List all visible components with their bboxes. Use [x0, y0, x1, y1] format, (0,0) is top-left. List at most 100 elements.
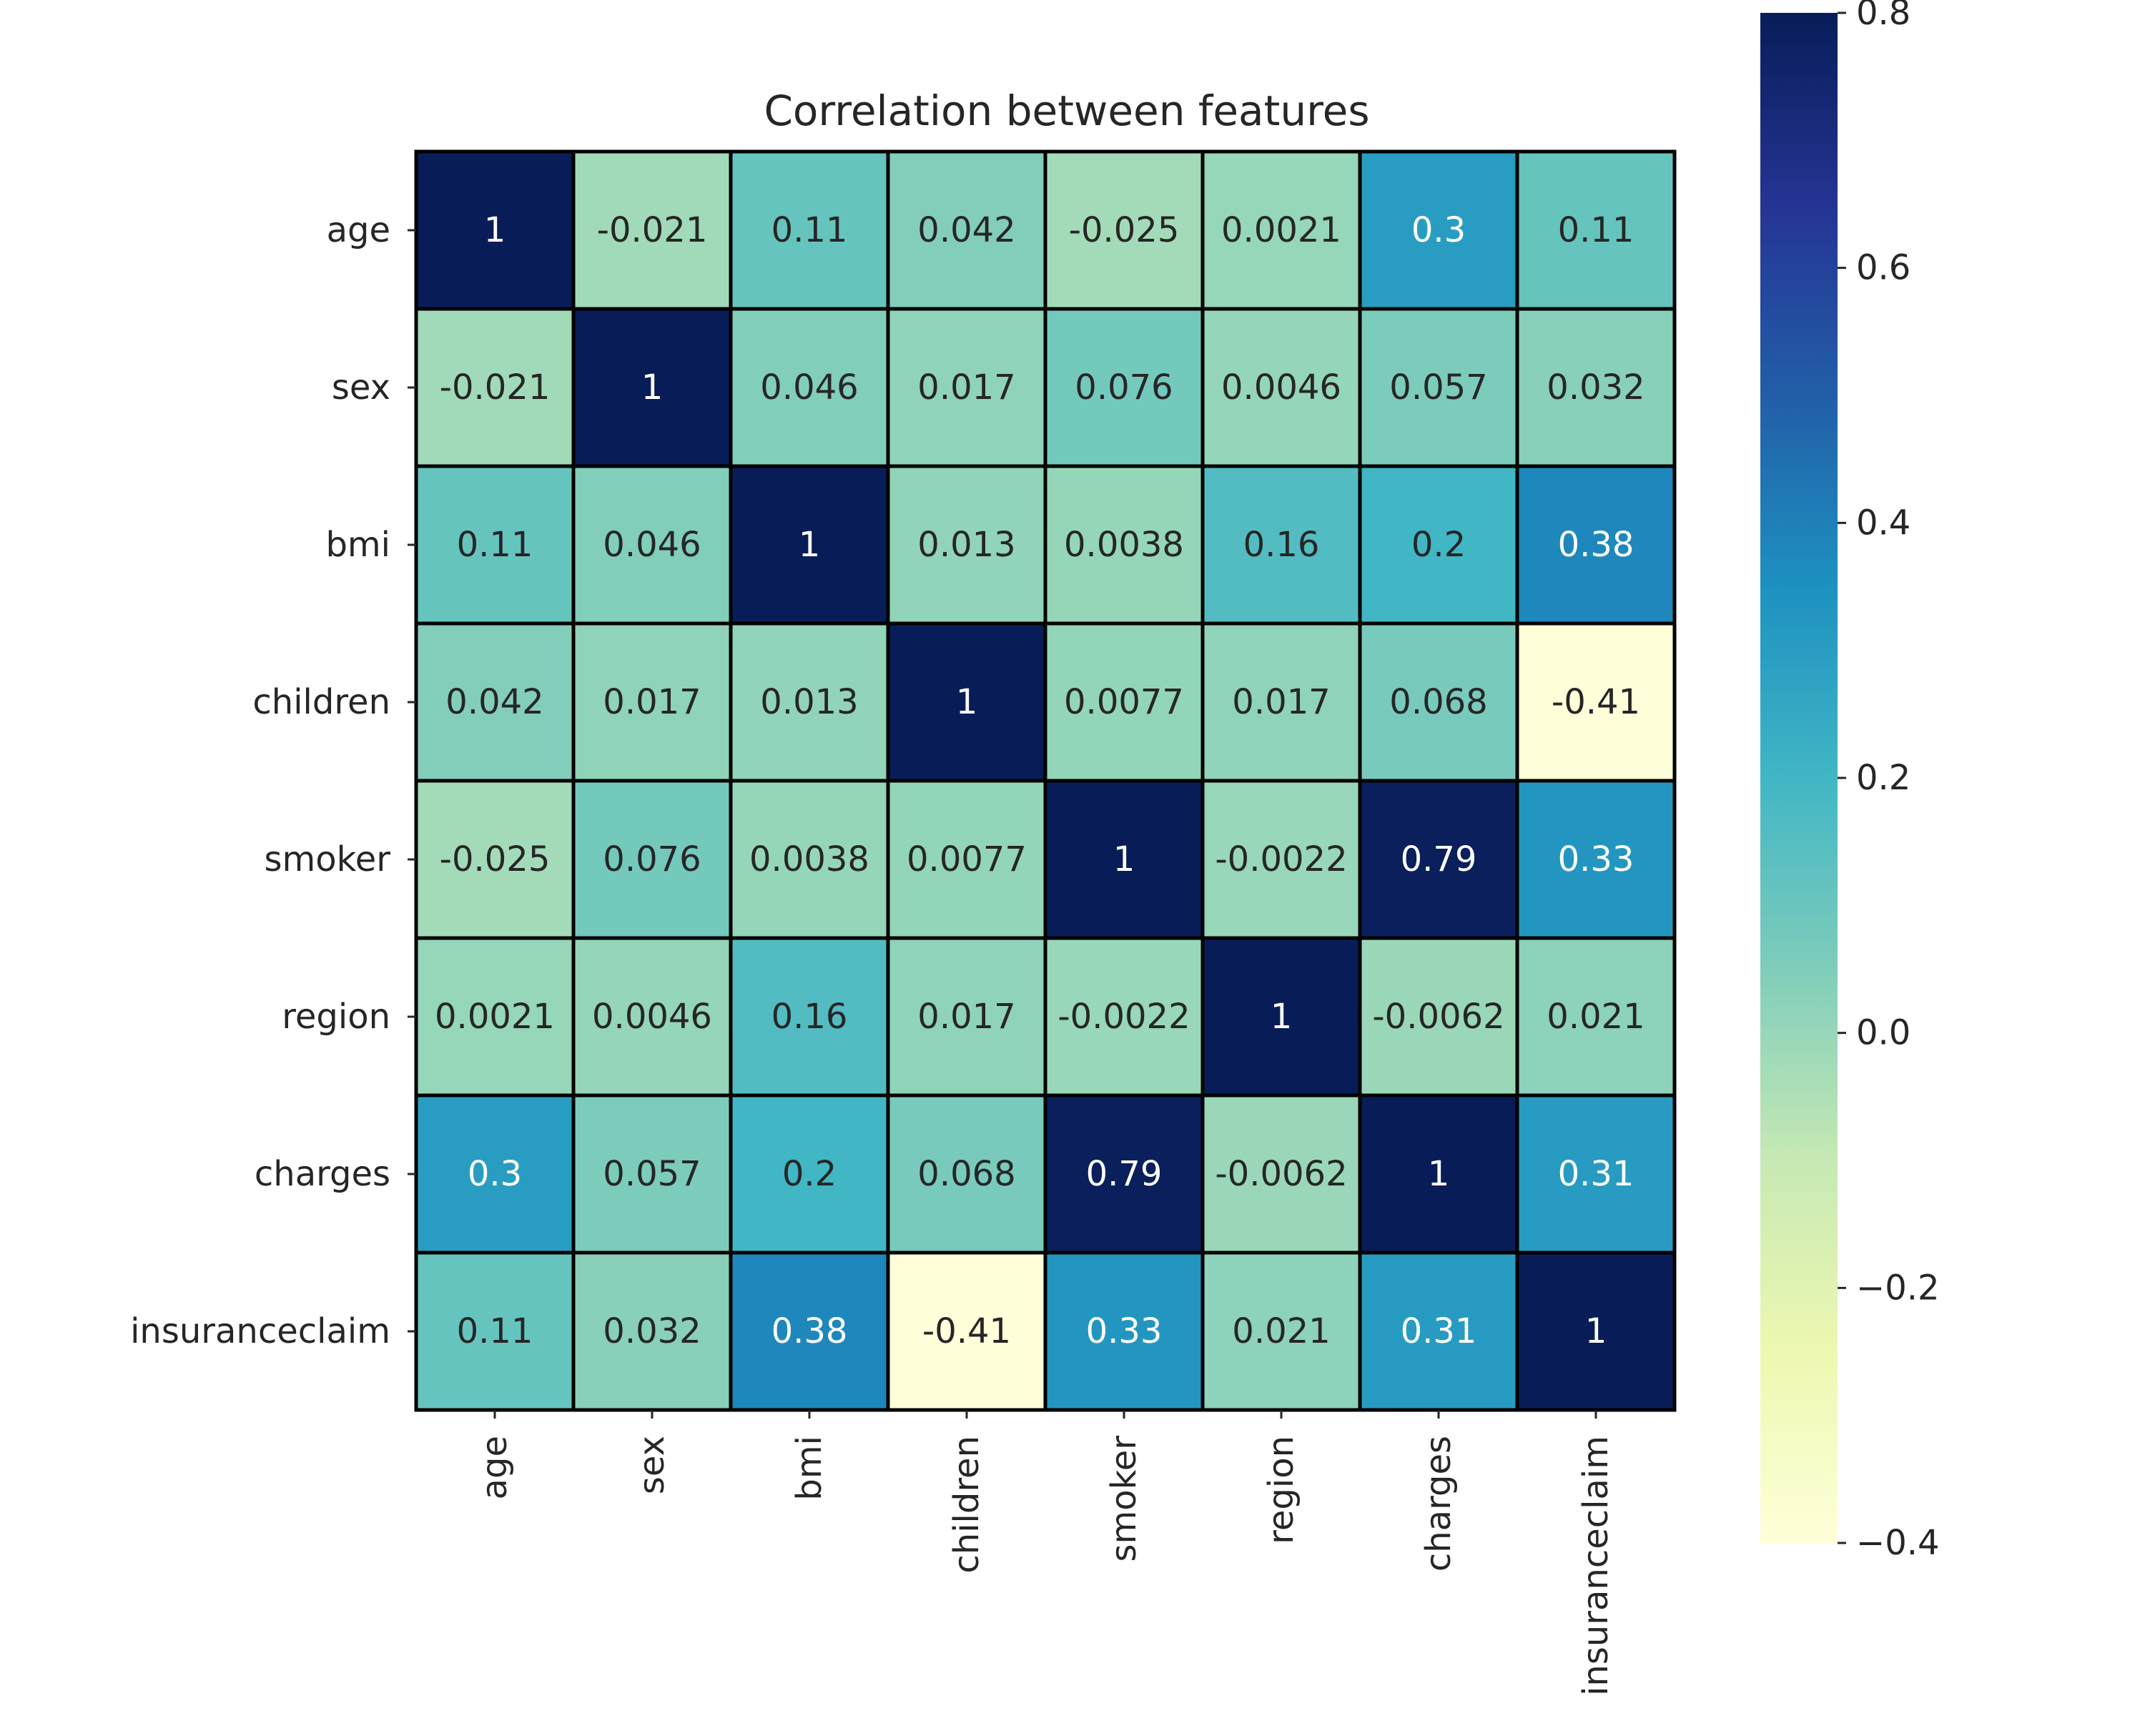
cell-value-label: -0.41	[1552, 682, 1640, 722]
x-axis: age sex bmi children smoker region charges insu…	[475, 1410, 1616, 1696]
heatmap-cell-children-smoker	[1043, 621, 1205, 783]
y-tick-label-children: children	[252, 682, 390, 722]
x-tick-label-region: region	[1261, 1436, 1301, 1544]
heatmap-cell-children-children	[886, 621, 1047, 783]
heatmap-cell-insuranceclaim-smoker	[1043, 1251, 1205, 1412]
heatmap-cell-charges-smoker	[1043, 1093, 1205, 1255]
heatmap-cell-age-sex	[571, 149, 733, 311]
heatmap-cell-smoker-children	[886, 779, 1047, 940]
cell-value-label: 0.076	[603, 839, 701, 879]
y-tick-label-sex: sex	[332, 368, 390, 408]
heatmap-cell-region-insuranceclaim	[1515, 936, 1677, 1098]
colorbar-ticks: 0.8 0.6 0.4 0.2 0.0 −0.2 −0.4	[1838, 0, 1940, 1563]
cell-value-label: -0.0022	[1215, 839, 1347, 879]
cell-value-label: 0.0021	[435, 997, 555, 1037]
heatmap-cell-charges-sex	[571, 1093, 733, 1255]
heatmap-cell-charges-bmi	[729, 1093, 890, 1255]
cell-value-label: 0.0046	[1221, 368, 1341, 408]
cell-value-label: 0.11	[457, 525, 533, 565]
cell-value-label: 1	[484, 210, 506, 250]
colorbar: 0.8 0.6 0.4 0.2 0.0 −0.2 −0.4	[1760, 0, 1940, 1563]
heatmap-cell-smoker-smoker	[1043, 779, 1205, 940]
heatmap-cell-sex-region	[1200, 307, 1362, 468]
heatmap-cell-insuranceclaim-bmi	[729, 1251, 890, 1412]
cell-value-label: -0.021	[597, 210, 708, 250]
cell-value-label: 0.16	[1243, 525, 1320, 565]
y-tick-label-smoker: smoker	[265, 839, 391, 879]
cell-value-label: 0.11	[457, 1311, 533, 1351]
cell-value-label: 0.042	[917, 210, 1015, 250]
cell-value-label: 0.38	[771, 1311, 848, 1351]
cell-value-label: 1	[1271, 997, 1293, 1037]
cell-value-label: 0.79	[1086, 1154, 1163, 1194]
cell-value-label: 0.0077	[1064, 682, 1184, 722]
heatmap-cell-region-smoker	[1043, 936, 1205, 1098]
heatmap-cell-charges-charges	[1358, 1093, 1519, 1255]
cell-value-label: 0.068	[1389, 682, 1487, 722]
cell-value-label: 0.2	[1411, 525, 1466, 565]
heatmap-cell-age-age	[414, 149, 576, 311]
heatmap-cell-bmi-children	[886, 464, 1047, 626]
heatmap-cells	[414, 149, 1677, 1412]
cell-value-label: -0.025	[440, 839, 551, 879]
heatmap-cell-sex-insuranceclaim	[1515, 307, 1677, 468]
cell-value-label: -0.41	[922, 1311, 1011, 1351]
cell-value-label: 0.2	[782, 1154, 837, 1194]
heatmap-cell-smoker-charges	[1358, 779, 1519, 940]
heatmap-cell-charges-region	[1200, 1093, 1362, 1255]
cell-value-label: 0.0077	[907, 839, 1027, 879]
y-tick-label-bmi: bmi	[325, 525, 390, 565]
x-tick-label-sex: sex	[632, 1436, 672, 1494]
x-tick-label-bmi: bmi	[789, 1436, 829, 1501]
cell-value-label: 0.042	[445, 682, 543, 722]
colorbar-tick-label: −0.2	[1856, 1268, 1940, 1308]
heatmap-cell-bmi-bmi	[729, 464, 890, 626]
heatmap-cell-bmi-charges	[1358, 464, 1519, 626]
cell-value-label: 1	[1585, 1311, 1607, 1351]
heatmap-cell-insuranceclaim-insuranceclaim	[1515, 1251, 1677, 1412]
cell-value-label: 0.032	[603, 1311, 701, 1351]
cell-value-label: 0.013	[917, 525, 1015, 565]
heatmap-cell-region-bmi	[729, 936, 890, 1098]
y-tick-label-age: age	[327, 210, 390, 250]
cell-value-label: -0.0062	[1215, 1154, 1347, 1194]
x-tick-label-children: children	[947, 1436, 987, 1574]
cell-value-label: 0.33	[1558, 839, 1634, 879]
heatmap-cell-bmi-insuranceclaim	[1515, 464, 1677, 626]
cell-value-label: 0.076	[1075, 368, 1173, 408]
cell-value-label: 0.021	[1232, 1311, 1330, 1351]
heatmap-cell-children-charges	[1358, 621, 1519, 783]
cell-value-label: 1	[1113, 839, 1135, 879]
cell-value-label: 0.068	[917, 1154, 1015, 1194]
x-tick-label-smoker: smoker	[1104, 1436, 1144, 1562]
cell-value-label: 0.0046	[592, 997, 712, 1037]
cell-value-label: 0.046	[603, 525, 701, 565]
y-axis: age sex bmi children smoker region charges insu…	[130, 210, 416, 1351]
x-tick-label-insuranceclaim: insuranceclaim	[1576, 1436, 1616, 1696]
cell-value-label: 0.11	[1558, 210, 1634, 250]
cell-value-label: 0.33	[1086, 1311, 1163, 1351]
y-tick-label-insuranceclaim: insuranceclaim	[130, 1311, 390, 1351]
cell-value-label: 1	[799, 525, 821, 565]
cell-value-label: 0.0038	[749, 839, 869, 879]
heatmap-cell-region-charges	[1358, 936, 1519, 1098]
y-tick-label-charges: charges	[255, 1154, 390, 1194]
heatmap-cell-age-insuranceclaim	[1515, 149, 1677, 311]
cell-value-label: 0.017	[1232, 682, 1330, 722]
colorbar-tick-label: −0.4	[1856, 1523, 1940, 1563]
cell-value-label: 0.79	[1401, 839, 1477, 879]
cell-value-label: 0.0021	[1221, 210, 1341, 250]
heatmap-cell-region-sex	[571, 936, 733, 1098]
cell-value-label: -0.025	[1069, 210, 1180, 250]
heatmap-cell-charges-insuranceclaim	[1515, 1093, 1677, 1255]
cell-value-label: 0.032	[1547, 368, 1644, 408]
colorbar-tick-label: 0.4	[1856, 503, 1910, 543]
x-tick-label-age: age	[475, 1436, 515, 1499]
colorbar-tick-label: 0.0	[1856, 1013, 1910, 1053]
cell-value-label: 0.017	[917, 997, 1015, 1037]
cell-value-label: 0.0038	[1064, 525, 1184, 565]
colorbar-gradient	[1760, 13, 1838, 1543]
cell-value-label: 0.013	[760, 682, 858, 722]
cell-value-label: -0.0022	[1057, 997, 1190, 1037]
